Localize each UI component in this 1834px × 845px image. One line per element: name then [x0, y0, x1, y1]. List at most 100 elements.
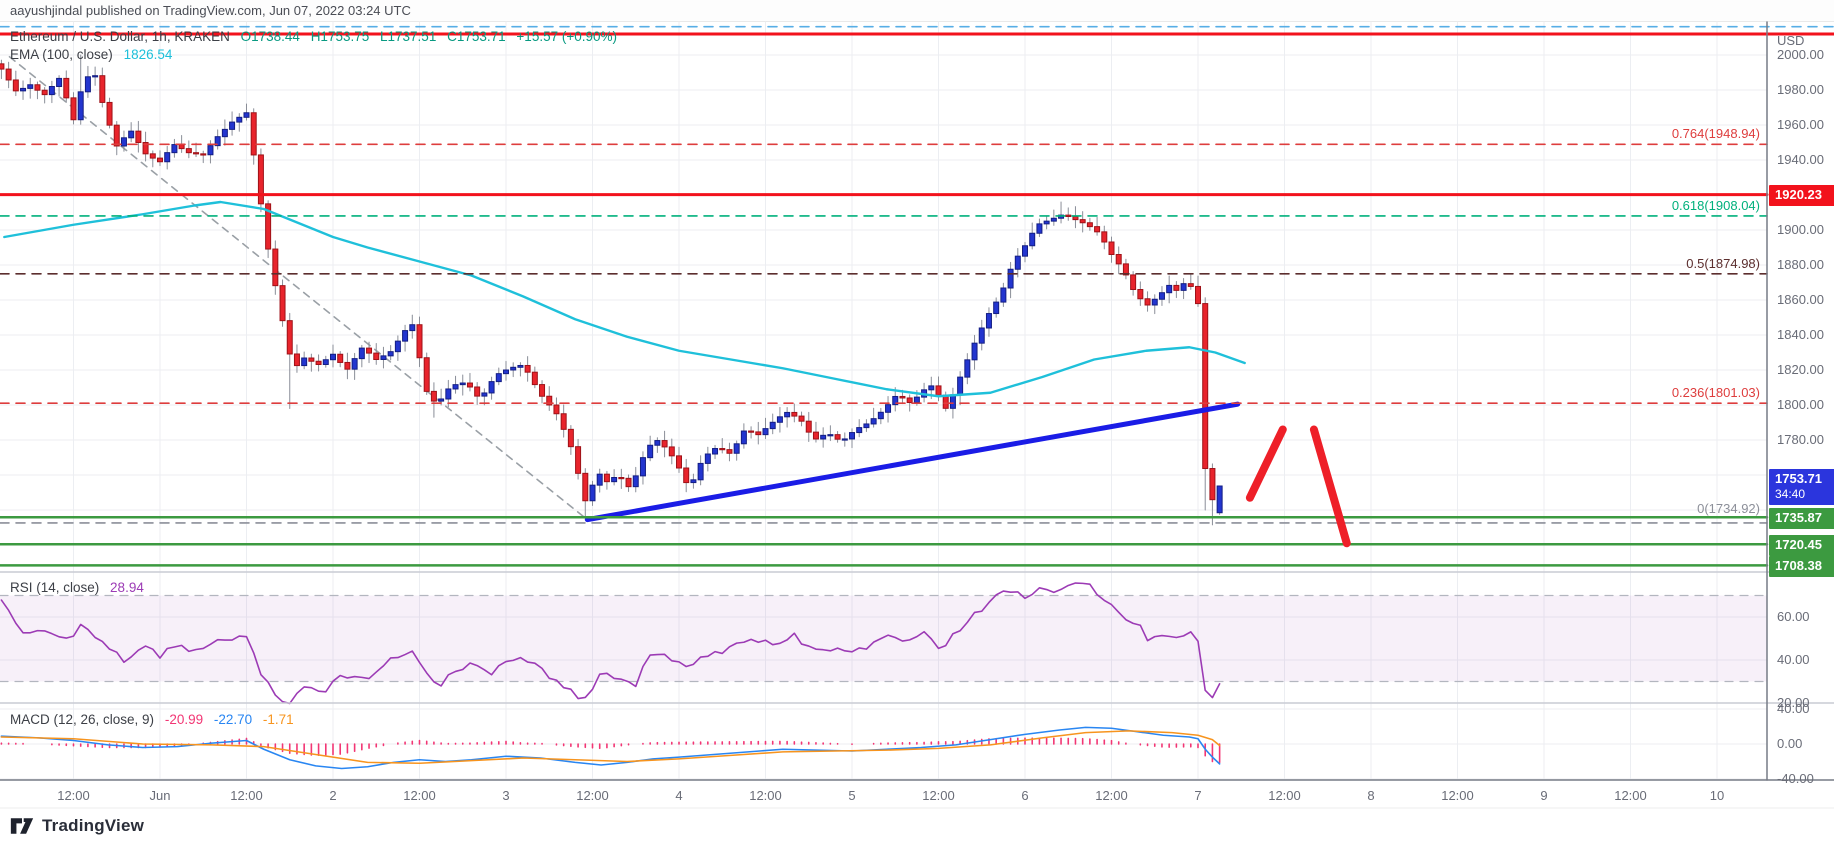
fib-level-label: 0.236(1801.03)	[1671, 385, 1760, 401]
price-badge: 1753.71 34:40	[1769, 469, 1834, 505]
fib-level-label: 0(1734.92)	[1697, 500, 1760, 516]
time-tick-label[interactable]: 5	[848, 788, 856, 803]
candle-down	[805, 420, 812, 433]
price-tick-label[interactable]: 1860.00	[1777, 292, 1824, 307]
candle-up	[877, 411, 884, 420]
candle-down	[582, 472, 589, 502]
macd-label: MACD (12, 26, close, 9)	[10, 712, 155, 727]
time-tick-label[interactable]: 6	[1021, 788, 1029, 803]
time-tick-label[interactable]: 4	[675, 788, 683, 803]
macd-signal-line	[0, 730, 1221, 765]
candle-down	[34, 84, 41, 91]
candle-down	[1065, 214, 1072, 218]
price-tick-label[interactable]: 1880.00	[1777, 257, 1824, 272]
ema-label: EMA (100, close)	[10, 47, 113, 62]
candle-up	[20, 87, 27, 92]
time-tick-label[interactable]: 12:00	[1441, 788, 1474, 803]
candle-down	[423, 357, 430, 392]
candle-up	[445, 388, 452, 400]
time-tick-label[interactable]: 10	[1709, 788, 1725, 803]
candle-up	[48, 86, 55, 96]
macd-tick-label[interactable]: 0.00	[1777, 736, 1803, 751]
candle-down	[99, 75, 106, 103]
tradingview-logo-icon[interactable]	[10, 814, 34, 838]
candle-down	[178, 144, 185, 150]
candle-down	[200, 153, 207, 156]
candle-up	[409, 324, 416, 332]
price-tick-label[interactable]: 1840.00	[1777, 327, 1824, 342]
candle-up	[928, 385, 935, 391]
time-tick-label[interactable]: 2	[329, 788, 337, 803]
candle-up	[1029, 232, 1036, 247]
candle-up	[164, 152, 171, 163]
price-tick-label[interactable]: 1980.00	[1777, 82, 1824, 97]
macd-legend[interactable]: MACD (12, 26, close, 9) -20.99 -22.70 -1…	[10, 712, 301, 727]
candle-up	[978, 327, 985, 344]
tradingview-brand-text[interactable]: TradingView	[42, 816, 145, 835]
time-tick-label[interactable]: 12:00	[1268, 788, 1301, 803]
price-tick-label[interactable]: 1900.00	[1777, 222, 1824, 237]
price-tick-label[interactable]: 1820.00	[1777, 362, 1824, 377]
candle-down	[149, 153, 156, 159]
candle-down	[113, 124, 120, 147]
time-tick-label[interactable]: 7	[1194, 788, 1202, 803]
rsi-legend[interactable]: RSI (14, close) 28.94	[10, 580, 151, 595]
price-tick-label[interactable]: 1940.00	[1777, 152, 1824, 167]
candle-down	[142, 141, 149, 155]
candle-up	[654, 440, 661, 446]
candle-up	[84, 76, 91, 93]
price-tick-label[interactable]: 1800.00	[1777, 397, 1824, 412]
time-tick-label[interactable]: 8	[1367, 788, 1375, 803]
macd-tick-label[interactable]: -40.00	[1777, 771, 1814, 786]
candle-down	[1137, 289, 1144, 300]
candle-up	[849, 432, 856, 440]
candle-down	[755, 431, 762, 436]
candle-down	[791, 411, 798, 417]
time-tick-label[interactable]: 12:00	[749, 788, 782, 803]
rsi-tick-label[interactable]: 20.00	[1777, 695, 1810, 710]
candle-down	[1130, 274, 1137, 291]
time-tick-label[interactable]: 12:00	[57, 788, 90, 803]
price-tick-label[interactable]: 1780.00	[1777, 432, 1824, 447]
rsi-band	[0, 595, 1767, 682]
time-tick-label[interactable]: 12:00	[922, 788, 955, 803]
time-tick-label[interactable]: 3	[502, 788, 510, 803]
candle-down	[366, 347, 373, 354]
time-tick-label[interactable]: 12:00	[1095, 788, 1128, 803]
candle-up	[243, 112, 250, 118]
candle-up	[351, 358, 358, 370]
symbol-legend[interactable]: Ethereum / U.S. Dollar, 1h, KRAKEN O1738…	[10, 29, 624, 44]
ema-legend[interactable]: EMA (100, close) 1826.54	[10, 47, 179, 62]
candle-up	[1180, 283, 1187, 291]
candle-up	[784, 411, 791, 418]
price-tick-label[interactable]: 1960.00	[1777, 117, 1824, 132]
candle-down	[257, 154, 264, 205]
time-tick-label[interactable]: 12:00	[1614, 788, 1647, 803]
candle-down	[1072, 216, 1079, 221]
candle-up	[639, 457, 646, 477]
rsi-tick-label[interactable]: 40.00	[1777, 652, 1810, 667]
candle-down	[1108, 241, 1115, 256]
candle-up	[495, 373, 502, 383]
price-badge: 1735.87	[1769, 507, 1834, 529]
candle-down	[63, 77, 70, 99]
time-tick-label[interactable]: 12:00	[576, 788, 609, 803]
candle-up	[985, 313, 992, 329]
time-tick-label[interactable]: 12:00	[403, 788, 436, 803]
rising-trendline	[584, 401, 1241, 523]
price-tick-label[interactable]: 2000.00	[1777, 47, 1824, 62]
rsi-line	[0, 582, 1221, 705]
candle-up	[301, 357, 308, 367]
candle-down	[675, 455, 682, 469]
time-tick-label[interactable]: 9	[1540, 788, 1548, 803]
rsi-tick-label[interactable]: 60.00	[1777, 609, 1810, 624]
time-tick-label[interactable]: Jun	[149, 788, 171, 803]
time-tick-label[interactable]: 12:00	[230, 788, 263, 803]
macd-tick-label[interactable]: 40.00	[1777, 701, 1810, 716]
candle-up	[229, 121, 236, 130]
candle-down	[466, 382, 473, 388]
candle-down	[1195, 285, 1202, 305]
candle-up	[214, 136, 221, 147]
candle-up	[1014, 255, 1021, 270]
